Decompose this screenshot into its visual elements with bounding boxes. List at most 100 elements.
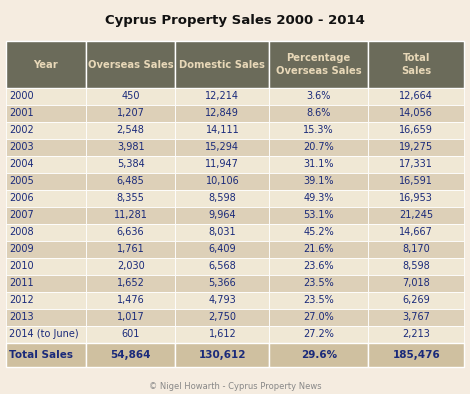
Text: 2004: 2004 xyxy=(9,159,34,169)
Text: 11,947: 11,947 xyxy=(205,159,239,169)
Text: Cyprus Property Sales 2000 - 2014: Cyprus Property Sales 2000 - 2014 xyxy=(105,14,365,27)
Text: 9,964: 9,964 xyxy=(209,210,236,220)
Bar xyxy=(269,343,368,367)
Text: 8,355: 8,355 xyxy=(117,193,145,203)
Bar xyxy=(86,139,175,156)
Text: 1,476: 1,476 xyxy=(117,295,144,305)
Bar xyxy=(269,105,368,122)
Bar xyxy=(6,343,86,367)
Text: 5,384: 5,384 xyxy=(117,159,144,169)
Bar xyxy=(6,292,86,309)
Text: 11,281: 11,281 xyxy=(114,210,148,220)
Text: 53.1%: 53.1% xyxy=(304,210,334,220)
Bar xyxy=(6,258,86,275)
Text: 2,750: 2,750 xyxy=(208,312,236,322)
Text: Total Sales: Total Sales xyxy=(9,350,73,360)
Bar xyxy=(175,122,269,139)
Text: 8.6%: 8.6% xyxy=(306,108,331,118)
Text: 2003: 2003 xyxy=(9,142,34,152)
Bar xyxy=(368,309,464,326)
Text: 39.1%: 39.1% xyxy=(304,177,334,186)
Text: 45.2%: 45.2% xyxy=(303,227,334,237)
Text: 14,111: 14,111 xyxy=(205,125,239,136)
Text: 12,664: 12,664 xyxy=(399,91,433,101)
Bar xyxy=(175,173,269,190)
Bar xyxy=(269,241,368,258)
Text: 2002: 2002 xyxy=(9,125,34,136)
Bar xyxy=(175,275,269,292)
Text: 19,275: 19,275 xyxy=(399,142,433,152)
Text: 8,031: 8,031 xyxy=(209,227,236,237)
Text: 1,652: 1,652 xyxy=(117,278,145,288)
Text: 2,030: 2,030 xyxy=(117,261,144,271)
Text: 601: 601 xyxy=(121,329,140,339)
Bar xyxy=(269,88,368,105)
Bar xyxy=(269,139,368,156)
Bar xyxy=(175,207,269,224)
Text: © Nigel Howarth - Cyprus Property News: © Nigel Howarth - Cyprus Property News xyxy=(149,383,321,391)
Bar xyxy=(368,224,464,241)
Text: 2012: 2012 xyxy=(9,295,34,305)
Bar xyxy=(86,105,175,122)
Bar xyxy=(86,156,175,173)
Bar xyxy=(86,275,175,292)
Bar xyxy=(6,88,86,105)
Bar xyxy=(86,326,175,343)
Text: 450: 450 xyxy=(121,91,140,101)
Bar xyxy=(86,41,175,88)
Text: 15,294: 15,294 xyxy=(205,142,239,152)
Bar xyxy=(368,41,464,88)
Bar xyxy=(6,173,86,190)
Text: Total
Sales: Total Sales xyxy=(401,54,431,76)
Text: 6,485: 6,485 xyxy=(117,177,144,186)
Bar xyxy=(86,88,175,105)
Text: 8,598: 8,598 xyxy=(209,193,236,203)
Text: 49.3%: 49.3% xyxy=(304,193,334,203)
Text: 1,017: 1,017 xyxy=(117,312,144,322)
Bar xyxy=(86,224,175,241)
Bar xyxy=(86,122,175,139)
Text: 16,953: 16,953 xyxy=(399,193,433,203)
Bar xyxy=(175,292,269,309)
Text: 21,245: 21,245 xyxy=(399,210,433,220)
Text: 130,612: 130,612 xyxy=(199,350,246,360)
Bar xyxy=(86,173,175,190)
Text: 6,269: 6,269 xyxy=(402,295,430,305)
Text: Overseas Sales: Overseas Sales xyxy=(88,59,173,70)
Bar xyxy=(368,292,464,309)
Bar xyxy=(86,190,175,207)
Text: 20.7%: 20.7% xyxy=(303,142,334,152)
Bar xyxy=(368,105,464,122)
Bar xyxy=(368,173,464,190)
Bar xyxy=(368,275,464,292)
Bar xyxy=(269,292,368,309)
Bar xyxy=(175,139,269,156)
Text: 8,170: 8,170 xyxy=(402,244,430,254)
Text: 12,849: 12,849 xyxy=(205,108,239,118)
Bar xyxy=(6,190,86,207)
Bar xyxy=(368,326,464,343)
Text: 3,767: 3,767 xyxy=(402,312,430,322)
Text: 14,667: 14,667 xyxy=(399,227,433,237)
Bar xyxy=(6,207,86,224)
Text: 27.0%: 27.0% xyxy=(303,312,334,322)
Text: 23.5%: 23.5% xyxy=(303,295,334,305)
Text: 12,214: 12,214 xyxy=(205,91,239,101)
Text: 29.6%: 29.6% xyxy=(301,350,337,360)
Bar xyxy=(269,41,368,88)
Text: 2011: 2011 xyxy=(9,278,34,288)
Bar xyxy=(269,326,368,343)
Bar xyxy=(269,275,368,292)
Text: 7,018: 7,018 xyxy=(402,278,430,288)
Bar xyxy=(368,88,464,105)
Text: 17,331: 17,331 xyxy=(399,159,433,169)
Bar xyxy=(86,241,175,258)
Text: 10,106: 10,106 xyxy=(205,177,239,186)
Bar xyxy=(269,224,368,241)
Bar xyxy=(269,173,368,190)
Bar xyxy=(368,139,464,156)
Bar xyxy=(368,343,464,367)
Bar xyxy=(175,156,269,173)
Bar xyxy=(368,258,464,275)
Bar xyxy=(6,224,86,241)
